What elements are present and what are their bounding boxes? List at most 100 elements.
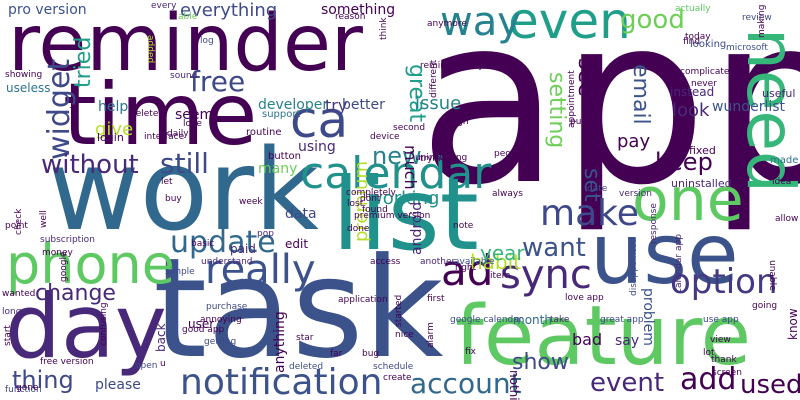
word: one	[632, 165, 744, 235]
word: lost	[347, 199, 364, 209]
word: first	[427, 294, 445, 304]
word: google	[59, 251, 69, 282]
word: actually	[675, 4, 711, 14]
word: already	[450, 61, 484, 71]
word: making	[757, 4, 767, 38]
word: right	[455, 263, 477, 273]
word: month	[513, 313, 552, 327]
word: money	[42, 248, 73, 258]
word: uninstalling	[415, 153, 468, 163]
word: gone	[16, 383, 39, 393]
word: issue	[415, 93, 462, 114]
word: uninstalled	[671, 177, 732, 190]
word: purchase	[206, 302, 248, 312]
word: working	[368, 188, 440, 209]
word: far	[330, 349, 343, 359]
word: application	[338, 295, 388, 305]
word: try	[325, 96, 348, 115]
word: seem	[175, 107, 214, 123]
word: button	[268, 151, 301, 162]
word: pop	[257, 229, 274, 239]
word: support	[262, 109, 301, 120]
word: annoying	[200, 315, 242, 325]
word: make	[540, 193, 639, 234]
word: tried	[71, 36, 96, 88]
word: version	[619, 189, 652, 199]
word: disappointed	[629, 237, 639, 296]
word: sign	[450, 117, 469, 127]
word: still	[160, 147, 209, 180]
word: log	[200, 36, 214, 46]
word: reason	[335, 12, 366, 22]
word: pro version	[8, 2, 87, 18]
word: calendar app	[674, 234, 684, 293]
word: started	[394, 294, 404, 327]
word: nothing	[507, 370, 521, 400]
word: u	[160, 359, 166, 369]
word: notification	[180, 362, 383, 400]
word: added	[145, 35, 155, 64]
word: daily	[167, 129, 189, 139]
word: every	[151, 1, 177, 11]
word: great app	[600, 315, 644, 325]
word: week	[239, 197, 263, 207]
word: something	[321, 2, 396, 18]
word: useful	[762, 87, 796, 100]
word: got	[69, 105, 79, 120]
word: year	[480, 241, 525, 265]
word: ad	[441, 246, 494, 295]
word: different	[429, 59, 439, 98]
word: show	[512, 350, 569, 375]
word: login	[97, 131, 124, 144]
word: know	[786, 308, 800, 340]
word: able	[178, 12, 198, 22]
word: day	[5, 275, 167, 378]
word: thank	[711, 355, 737, 365]
word: setting	[544, 72, 569, 149]
word: star	[296, 333, 314, 343]
word: sound	[170, 71, 198, 81]
word: free	[190, 65, 246, 98]
word: way	[440, 0, 521, 45]
word: account	[410, 367, 522, 400]
word: really	[205, 247, 316, 293]
word: using	[298, 139, 336, 155]
word: found	[362, 205, 388, 215]
word: remind	[420, 61, 452, 71]
word: app	[418, 0, 800, 236]
word: everything	[180, 0, 278, 21]
word: anymore	[427, 19, 467, 29]
word: lot	[703, 348, 715, 358]
word: microsoft	[726, 43, 768, 53]
word: ca	[290, 91, 349, 149]
word: time	[63, 65, 258, 165]
word: screen	[712, 368, 742, 378]
word: point	[5, 221, 28, 231]
word: wunderlist	[712, 99, 786, 115]
word: unable	[767, 260, 777, 291]
word: put	[570, 117, 585, 127]
word: useless	[6, 81, 51, 95]
word: available	[454, 257, 495, 267]
word: good	[620, 5, 685, 35]
word: change	[35, 281, 116, 306]
word: fix	[465, 347, 476, 357]
word: check	[14, 208, 24, 235]
word: access	[370, 257, 401, 267]
word: user	[188, 317, 215, 331]
word: note	[453, 221, 474, 231]
word: keep	[655, 148, 713, 176]
word: trying	[420, 154, 447, 164]
word: device	[370, 132, 400, 142]
word: going	[752, 301, 778, 311]
word: showing	[5, 70, 43, 80]
word: allow	[775, 214, 799, 224]
word: view	[710, 335, 731, 345]
word: simple	[165, 267, 195, 277]
word: look	[672, 100, 710, 121]
word: find	[683, 37, 701, 47]
word: interface	[144, 132, 185, 142]
word: bad	[572, 330, 603, 349]
word: item	[490, 271, 511, 281]
word: sync	[500, 252, 592, 298]
